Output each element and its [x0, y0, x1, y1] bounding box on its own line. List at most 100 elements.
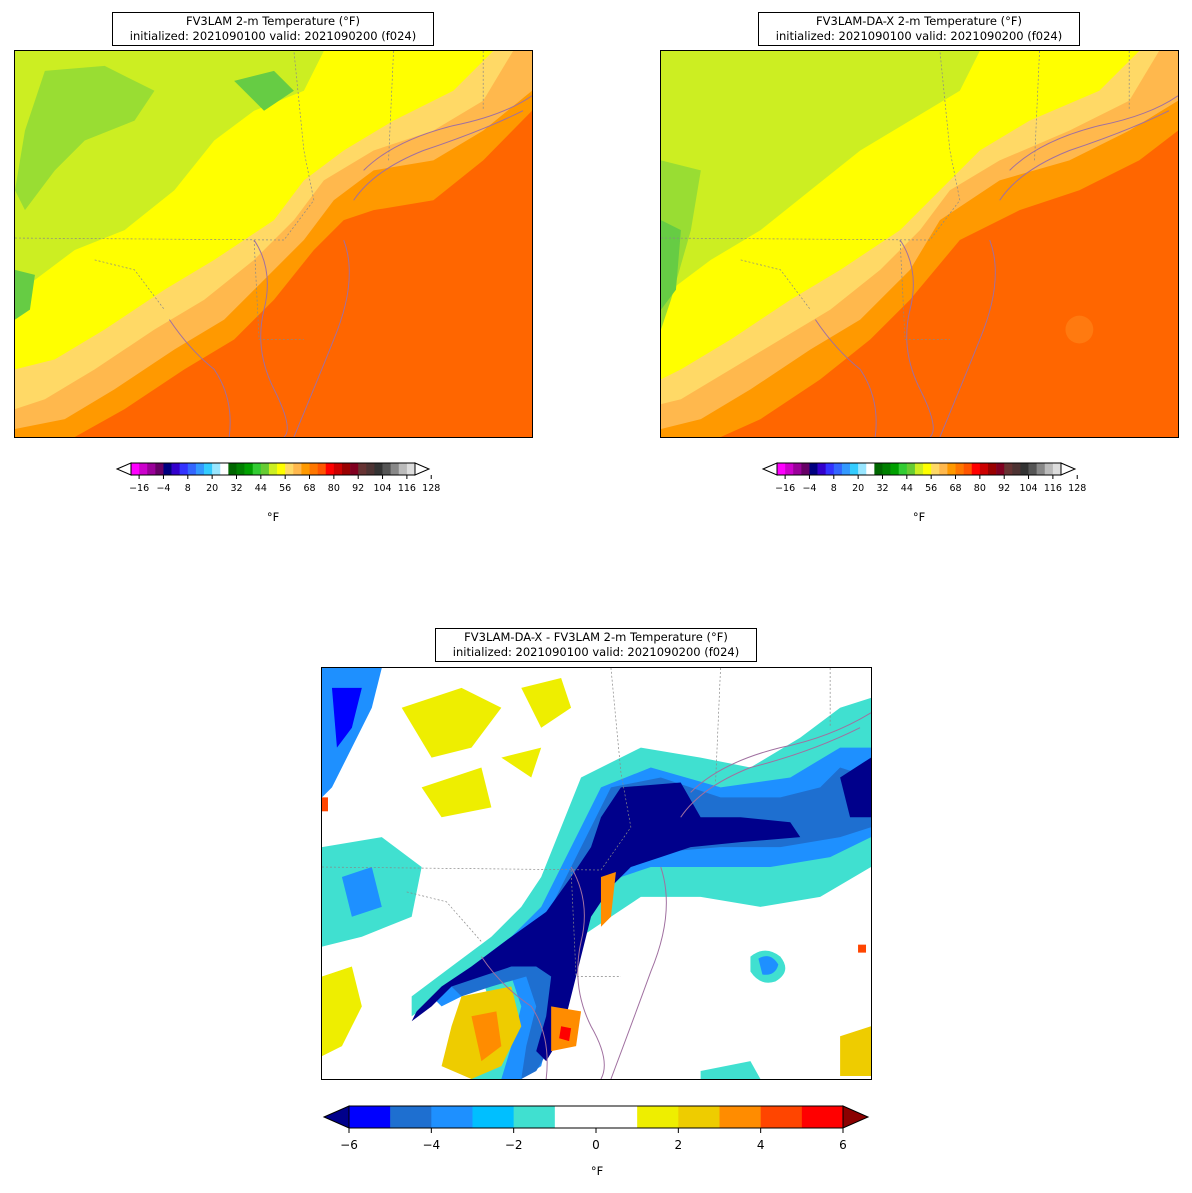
panel2-title-line1: FV3LAM-DA-X 2-m Temperature (°F) [816, 14, 1022, 28]
panel3-colorbar-color-swatch [390, 1106, 432, 1128]
panel1-colorbar-color-swatch [236, 463, 245, 475]
panel1-colorbar-color-swatch [317, 463, 327, 475]
panel1-colorbar-frame [130, 462, 416, 476]
panel2-colorbar-color-swatch [955, 463, 964, 475]
panel2-colorbar-color-swatch [906, 463, 916, 475]
panel2-colorbar-color-swatch [866, 463, 875, 475]
panel3-title-line1: FV3LAM-DA-X - FV3LAM 2-m Temperature (°F… [464, 630, 728, 644]
panel1-colorbar-color-swatch [277, 463, 286, 475]
panel2-colorbar: −16 −4 8 20 32 44 56 68 80 92 104 116 128 [761, 461, 1086, 506]
panel2-colorbar-color-swatch [801, 463, 810, 475]
panel1-colorbar-color-swatch [398, 463, 408, 475]
panel2-colorbar-overflow-triangle [1060, 462, 1077, 476]
panel1-colorbar-color-swatch [366, 463, 375, 475]
panel3-colorbar-color-swatch [472, 1106, 514, 1128]
panel1-colorbar-color-swatch [325, 463, 335, 475]
panel1-colorbar-color-swatch [187, 463, 197, 475]
panel1-colorbar-color-swatch [155, 463, 164, 475]
panel2-colorbar-color-swatch [971, 463, 981, 475]
panel1-colorbar-tick-label: 32 [230, 483, 242, 494]
panel1-colorbar-color-swatch [301, 463, 310, 475]
panel1-colorbar-color-swatch [195, 463, 205, 475]
panel1-colorbar-tick-label: −16 [129, 483, 149, 494]
panel1-colorbar-tick-label: 20 [206, 483, 218, 494]
panel3-colorbar-tick-label: 2 [675, 1138, 683, 1152]
panel2-colorbar-tick-label: 44 [901, 483, 913, 494]
panel1-colorbar-color-swatch [252, 463, 262, 475]
panel2-colorbar-underflow-triangle [761, 462, 778, 476]
panel3-colorbar-tick-label: 0 [592, 1138, 600, 1152]
panel1-colorbar-color-swatch [350, 463, 359, 475]
panel1-colorbar-tick-label: 116 [398, 483, 416, 494]
panel3-colorbar-color-swatch [349, 1106, 391, 1128]
panel2-temperature-map [660, 50, 1179, 438]
panel3-colorbar-color-swatch [678, 1106, 720, 1128]
panel2-colorbar-color-swatch [1004, 463, 1013, 475]
panel1-title-line2: initialized: 2021090100 valid: 202109020… [129, 29, 417, 43]
panel3-title: FV3LAM-DA-X - FV3LAM 2-m Temperature (°F… [435, 628, 757, 662]
panel1-colorbar-color-swatch [204, 463, 213, 475]
panel1-colorbar-tick-label: 44 [255, 483, 267, 494]
panel1-colorbar-tick-label: 68 [303, 483, 315, 494]
panel2-colorbar-frame [776, 462, 1062, 476]
panel1-colorbar-color-swatch [390, 463, 400, 475]
panel3-colorbar-color-swatch [554, 1106, 597, 1128]
panel1-colorbar-underflow-triangle [115, 462, 132, 476]
panel1-colorbar-color-swatch [268, 463, 278, 475]
panel2-colorbar-color-swatch [817, 463, 826, 475]
panel3-colorbar-color-swatch [719, 1106, 761, 1128]
panel1-colorbar-tick-label: 80 [328, 483, 340, 494]
panel3-colorbar-color-swatch [801, 1106, 844, 1128]
panel2-colorbar-color-swatch [939, 463, 948, 475]
panel2-colorbar-color-swatch [785, 463, 794, 475]
panel2-colorbar-color-swatch [777, 463, 786, 475]
panel2-colorbar-tick-label: 104 [1019, 483, 1037, 494]
panel2-colorbar-color-swatch [1052, 463, 1062, 475]
panel1-colorbar-color-swatch [139, 463, 148, 475]
panel3-colorbar-overflow-triangle [842, 1105, 870, 1129]
panel1-title-line1: FV3LAM 2-m Temperature (°F) [185, 14, 361, 28]
panel2-colorbar-color-swatch [1012, 463, 1021, 475]
panel2-colorbar-color-swatch [1020, 463, 1029, 475]
panel3-colorbar-tick-label: 6 [839, 1138, 847, 1152]
panel2-colorbar-tick-label: 80 [974, 483, 986, 494]
panel1-colorbar-unit: °F [266, 510, 280, 524]
panel2-colorbar-color-swatch [923, 463, 932, 475]
panel1-colorbar-color-swatch [406, 463, 416, 475]
panel1-colorbar-tick-label: 8 [185, 483, 191, 494]
panel2-colorbar-tick-label: −4 [802, 483, 816, 494]
panel2-colorbar-color-swatch [1044, 463, 1054, 475]
panel1-colorbar-color-swatch [358, 463, 367, 475]
panel1-colorbar: −16 −4 8 20 32 44 56 68 80 92 104 116 128 [115, 461, 440, 506]
panel2-colorbar-color-swatch [979, 463, 989, 475]
panel3-colorbar: −6 −4 −2 0 2 4 6 [322, 1104, 870, 1159]
panel1-colorbar-tick-label: 104 [373, 483, 391, 494]
panel1-colorbar-color-swatch [333, 463, 343, 475]
panel1-colorbar-tick-label: 92 [352, 483, 364, 494]
panel2-colorbar-color-swatch [841, 463, 851, 475]
panel2-colorbar-color-swatch [1028, 463, 1037, 475]
panel2-title: FV3LAM-DA-X 2-m Temperature (°F) initial… [758, 12, 1080, 46]
panel1-colorbar-color-swatch [293, 463, 302, 475]
panel2-colorbar-tick-label: 92 [998, 483, 1010, 494]
panel1-colorbar-color-swatch [244, 463, 254, 475]
panel3-colorbar-color-swatch [637, 1106, 679, 1128]
panel2-colorbar-color-swatch [809, 463, 818, 475]
panel3-colorbar-unit: °F [590, 1164, 604, 1178]
panel3-colorbar-tick-label: −2 [505, 1138, 523, 1152]
panel3-colorbar-color-swatch [596, 1106, 638, 1128]
panel2-colorbar-tick-label: 32 [876, 483, 888, 494]
panel2-colorbar-color-swatch [825, 463, 835, 475]
panel2-colorbar-color-swatch [833, 463, 843, 475]
panel2-colorbar-color-swatch [1036, 463, 1046, 475]
panel3-colorbar-tick-label: −4 [422, 1138, 440, 1152]
panel1-colorbar-color-swatch [285, 463, 294, 475]
panel1-title: FV3LAM 2-m Temperature (°F) initialized:… [112, 12, 434, 46]
panel1-colorbar-overflow-triangle [414, 462, 431, 476]
panel2-colorbar-color-swatch [850, 463, 859, 475]
panel2-colorbar-color-swatch [890, 463, 900, 475]
panel1-colorbar-color-swatch [179, 463, 189, 475]
panel2-colorbar-unit: °F [912, 510, 926, 524]
panel3-colorbar-underflow-triangle [322, 1105, 350, 1129]
panel1-colorbar-color-swatch [163, 463, 172, 475]
